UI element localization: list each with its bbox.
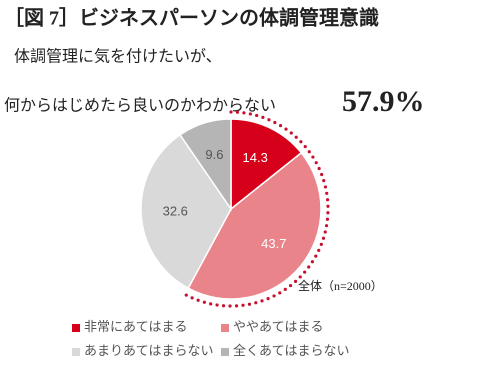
pie-slice — [230, 118, 303, 211]
sample-note: 全体（n=2000） — [298, 278, 383, 293]
legend-swatch — [221, 324, 229, 332]
legend-swatch — [72, 324, 80, 332]
legend-label: 全くあてはまらない — [233, 343, 349, 358]
headline-figure: 57.9% — [342, 85, 425, 118]
data-label: 32.6 — [163, 203, 188, 218]
pie-slice — [140, 133, 232, 290]
subtitle: 何からはじめたら良いのかわからない — [4, 97, 276, 115]
legend-label: ややあてはまる — [233, 319, 323, 334]
data-label: 14.3 — [243, 150, 268, 165]
data-label: 9.6 — [205, 147, 223, 162]
pie-slice — [187, 151, 322, 300]
legend-label: 非常にあてはまる — [84, 319, 187, 334]
highlight-arc — [183, 110, 330, 308]
chart-title: ［図 7］ビジネスパーソンの体調管理意識 — [4, 6, 379, 30]
data-label: 43.7 — [261, 236, 286, 251]
legend-swatch — [221, 348, 229, 356]
pie-slice — [178, 118, 232, 212]
legend-label: あまりあてはまらない — [84, 343, 213, 358]
legend-swatch — [72, 348, 80, 356]
subtitle: 体調管理に気を付けたいが、 — [14, 48, 222, 66]
